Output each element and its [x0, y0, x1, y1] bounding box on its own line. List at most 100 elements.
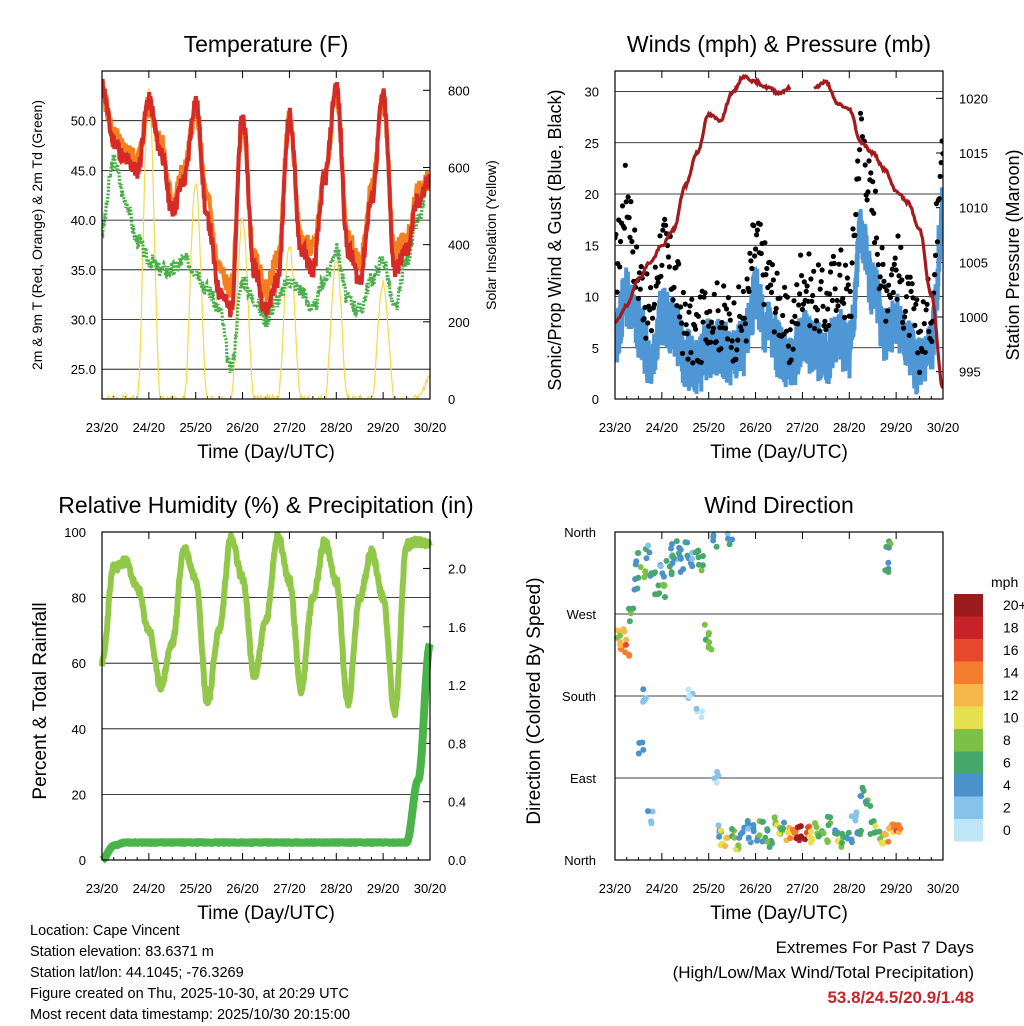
wind-gust-point [795, 321, 801, 327]
direction-point [824, 813, 831, 820]
direction-point [677, 555, 684, 562]
relative-humidity-line [99, 532, 433, 719]
wind-gust-point [934, 239, 941, 245]
direction-point [807, 839, 814, 846]
winds-xtick-label: 27/20 [786, 420, 819, 435]
wind-gust-point [848, 313, 854, 319]
wind-gust-point [905, 281, 911, 287]
direction-point [662, 594, 668, 600]
station-latlon: Station lat/lon: 44.1045; -76.3269 [30, 965, 244, 981]
speed-legend-swatch [954, 594, 983, 617]
direction-point [722, 843, 729, 849]
direction-point [699, 562, 706, 569]
wind-gust-point [678, 320, 685, 326]
direction-point [807, 828, 814, 835]
wind-gust-point [838, 247, 844, 253]
wind-gust-point [902, 314, 908, 320]
wind-gust-point [886, 282, 892, 288]
wind-gust-point [827, 291, 833, 297]
wind-gust-point [649, 315, 656, 321]
wind-gust-point [857, 110, 864, 116]
wind-gust-point [637, 286, 643, 292]
humidity-y2tick-label: 0.4 [448, 795, 466, 810]
wind-gust-point [615, 289, 620, 295]
wind-gust-point [626, 215, 632, 221]
humidity-xtick-label: 30/20 [414, 881, 447, 896]
direction-point [806, 833, 813, 840]
direction-point [832, 827, 839, 834]
direction-point [706, 639, 713, 646]
wind-gust-point [917, 328, 924, 334]
winds-xtick-label: 24/20 [646, 420, 679, 435]
humidity-frame [101, 531, 431, 861]
winds-y2tick-label: 995 [959, 365, 981, 380]
direction-xtick-label: 30/20 [927, 881, 960, 896]
wind-gust-point [803, 288, 809, 294]
direction-panel: Wind Direction Time (Day/UTC) 23/20 24/20 25… [524, 492, 1024, 924]
extremes-subtitle: (High/Low/Max Wind/Total Precipitation) [672, 963, 974, 982]
wind-gust-point [772, 310, 778, 316]
wind-gust-point [754, 227, 761, 233]
direction-point [863, 800, 870, 807]
extremes-summary: Extremes For Past 7 Days (High/Low/Max W… [673, 935, 974, 1010]
speed-legend-label: 8 [1003, 732, 1011, 748]
wind-gust-point [644, 271, 650, 277]
wind-gust-point [735, 337, 741, 343]
wind-gust-point [688, 349, 694, 356]
humidity-y2tick-label: 2.0 [448, 561, 466, 576]
wind-gust-point [648, 285, 654, 291]
direction-point [759, 819, 766, 825]
wind-gust-point [843, 286, 850, 292]
winds-ytick-label: 20 [585, 187, 599, 202]
direction-point [625, 651, 632, 658]
wind-gust-point [742, 321, 748, 327]
direction-point [617, 641, 624, 648]
wind-gust-point [761, 301, 767, 308]
station-info: Location: Cape Vincent Station elevation… [30, 921, 350, 1026]
direction-point [824, 839, 831, 846]
wind-gust-point [725, 295, 732, 301]
winds-y2tick-label: 1000 [959, 310, 988, 325]
humidity-plot [98, 532, 434, 864]
wind-gust-point [879, 245, 885, 251]
temperature-ytick-label: 25.0 [71, 362, 96, 377]
wind-gust-point [812, 325, 818, 332]
direction-point [645, 808, 651, 815]
direction-point [673, 538, 680, 545]
wind-gust-point [837, 272, 843, 278]
humidity-xtick-label: 28/20 [320, 881, 353, 896]
wind-gust-point [880, 261, 886, 267]
direction-point [844, 835, 851, 842]
direction-point [620, 626, 627, 633]
direction-xtick-label: 27/20 [786, 881, 819, 896]
direction-point [787, 835, 794, 842]
speed-legend-swatch [954, 751, 983, 774]
winds-y2tick-label: 1015 [959, 146, 988, 161]
wind-gust-point [723, 325, 729, 331]
wind-gust-point [816, 328, 822, 334]
wind-gust-point [657, 233, 663, 239]
humidity-panel: Relative Humidity (%) & Precipitation (i… [30, 492, 474, 924]
direction-point [698, 567, 705, 574]
wind-gust-point [727, 317, 733, 323]
humidity-xtick-label: 23/20 [86, 881, 119, 896]
wind-gust-point [872, 188, 879, 194]
humidity-y2tick-label: 0.0 [448, 853, 466, 868]
wind-gust-point [658, 273, 664, 279]
wind-gust-point [892, 255, 898, 261]
direction-frame [614, 531, 944, 861]
direction-point [717, 827, 724, 834]
wind-gust-point [917, 369, 923, 375]
wind-gust-point [859, 134, 866, 140]
direction-point [731, 834, 738, 841]
wind-gust-point [909, 281, 915, 287]
humidity-ytick-label: 40 [72, 722, 86, 737]
direction-point [689, 563, 696, 570]
direction-title: Wind Direction [704, 492, 854, 518]
direction-point [802, 836, 808, 843]
wind-gust-point [660, 227, 666, 233]
station-elevation: Station elevation: 83.6371 m [30, 944, 214, 960]
wind-gust-point [757, 221, 763, 227]
direction-point [713, 779, 720, 786]
wind-gust-point [785, 343, 792, 349]
